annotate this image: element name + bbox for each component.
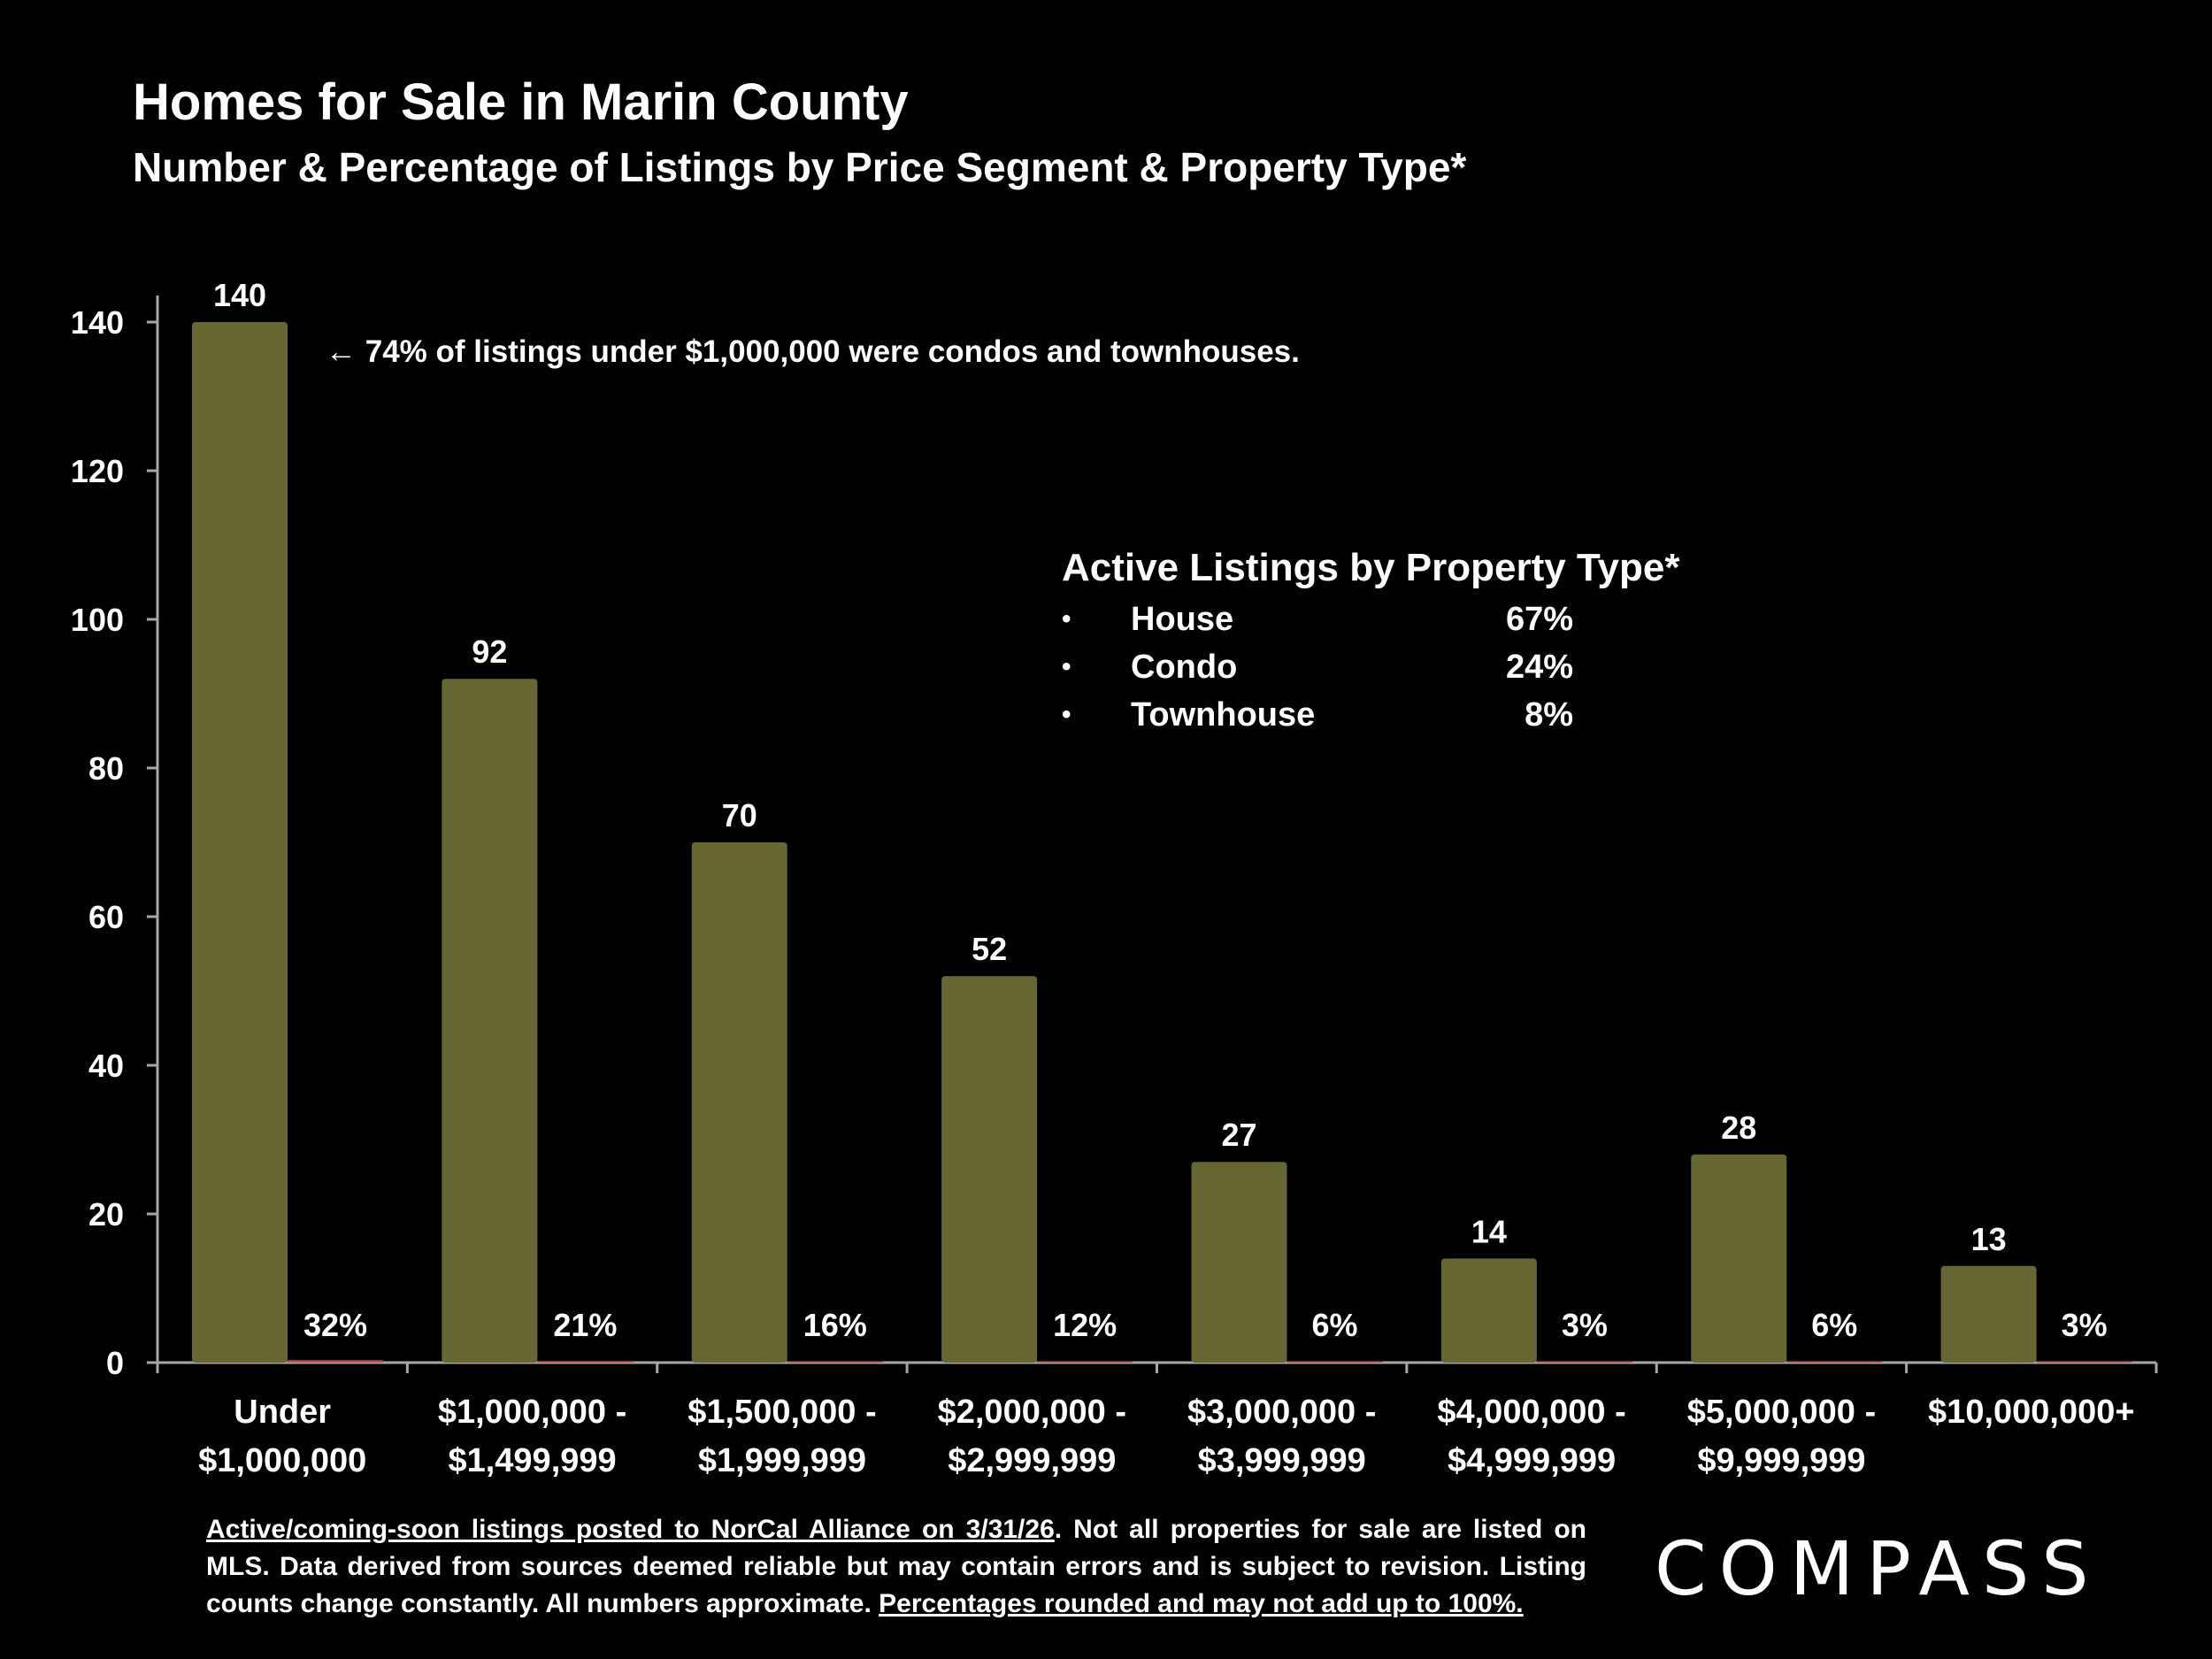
logo-text: COMPASS — [1655, 1525, 2101, 1605]
property-type-legend: Active Listings by Property Type* • Hous… — [1062, 546, 1680, 739]
bar — [192, 322, 288, 1363]
footnote: Active/coming-soon listings posted to No… — [206, 1511, 1586, 1623]
bullet-icon: • — [1062, 604, 1071, 634]
chart-annotation: ← 74% of listings under $1,000,000 were … — [326, 334, 1300, 369]
percentage-bar — [2036, 1361, 2132, 1363]
x-category-label: $1,000,000 — [198, 1442, 366, 1479]
bar — [1440, 1258, 1537, 1363]
x-category-label: $4,999,999 — [1448, 1442, 1616, 1479]
percentage-label: 6% — [1311, 1307, 1357, 1343]
bar — [1691, 1154, 1787, 1363]
footnote-source: Active/coming-soon listings posted to No… — [206, 1515, 1055, 1544]
percentage-label: 32% — [303, 1307, 367, 1343]
legend-item: • Townhouse 8% — [1062, 691, 1610, 739]
x-category-label: $10,000,000+ — [1928, 1394, 2135, 1431]
percentage-bar — [288, 1360, 383, 1363]
y-tick-label: 20 — [88, 1196, 124, 1233]
chart-subtitle: Number & Percentage of Listings by Price… — [133, 144, 1467, 190]
x-category-label: $5,000,000 - — [1687, 1394, 1876, 1431]
compass-logo-mark: COMPASS — [1655, 1525, 2101, 1612]
x-category-label: $9,999,999 — [1697, 1442, 1865, 1479]
x-category-label: $1,999,999 — [698, 1442, 866, 1479]
percentage-label: 6% — [1811, 1307, 1857, 1343]
bullet-icon: • — [1062, 700, 1071, 729]
percentage-label: 3% — [1562, 1307, 1608, 1343]
bar — [1191, 1162, 1287, 1363]
y-tick-label: 100 — [71, 602, 124, 638]
y-tick-label: 140 — [71, 304, 124, 341]
legend-title: Active Listings by Property Type* — [1062, 546, 1680, 589]
x-category-label: $1,499,999 — [448, 1442, 616, 1479]
percentage-label: 12% — [1053, 1307, 1117, 1343]
legend-value: 24% — [1505, 648, 1573, 686]
legend-value: 67% — [1505, 600, 1573, 638]
y-tick-label: 0 — [106, 1345, 124, 1381]
percentage-bar — [1536, 1361, 1632, 1363]
footnote-disclaimer: . Not all properties for sale are listed… — [206, 1515, 1586, 1618]
x-category-label: $2,000,000 - — [938, 1394, 1126, 1431]
chart-title: Homes for Sale in Marin County — [133, 73, 909, 131]
x-category-label: $1,000,000 - — [438, 1394, 626, 1431]
x-category-label: $2,999,999 — [948, 1442, 1116, 1479]
bar-chart: 0 20 40 60 80 100 120 140 140 32% Under $1,000,000 9… — [71, 277, 2158, 1479]
legend-label: House — [1131, 600, 1234, 638]
bullet-icon: • — [1062, 652, 1071, 681]
percentage-label: 16% — [803, 1307, 867, 1343]
legend-label: Townhouse — [1131, 695, 1316, 733]
y-tick-label: 40 — [88, 1048, 124, 1084]
percentage-bar — [1037, 1361, 1133, 1363]
y-tick-label: 120 — [71, 453, 124, 489]
x-category-label: $3,000,000 - — [1187, 1394, 1376, 1431]
percentage-bar — [537, 1361, 634, 1363]
legend-item: • House 67% — [1062, 595, 1610, 643]
bar-value-label: 92 — [472, 634, 507, 670]
x-category-label: $3,999,999 — [1198, 1442, 1366, 1479]
bar-value-label: 52 — [972, 931, 1007, 967]
bar-value-label: 14 — [1471, 1213, 1507, 1249]
x-category-label: $1,500,000 - — [687, 1394, 876, 1431]
percentage-label: 3% — [2062, 1307, 2108, 1343]
bar — [442, 679, 538, 1363]
y-tick-label: 60 — [88, 899, 124, 935]
bar-value-label: 27 — [1221, 1117, 1256, 1153]
bar — [941, 976, 1038, 1363]
bar-value-label: 28 — [1721, 1110, 1756, 1146]
bar-value-label: 140 — [213, 277, 266, 313]
legend-item: • Condo 24% — [1062, 643, 1610, 691]
legend-value: 8% — [1525, 695, 1573, 733]
bar-value-label: 13 — [1971, 1221, 2007, 1257]
x-category-label: $4,000,000 - — [1437, 1394, 1625, 1431]
percentage-label: 21% — [553, 1307, 617, 1343]
footnote-rounding: Percentages rounded and may not add up t… — [879, 1589, 1524, 1618]
percentage-bar — [1286, 1361, 1383, 1363]
y-tick-label: 80 — [88, 750, 124, 787]
compass-logo: COMPASS — [1655, 1525, 2150, 1623]
percentage-bar — [1786, 1361, 1883, 1363]
bar-value-label: 70 — [722, 797, 757, 833]
x-category-label: Under — [234, 1394, 331, 1431]
bar — [691, 842, 787, 1363]
bar — [1940, 1265, 2037, 1363]
legend-label: Condo — [1131, 648, 1238, 686]
percentage-bar — [787, 1361, 883, 1363]
